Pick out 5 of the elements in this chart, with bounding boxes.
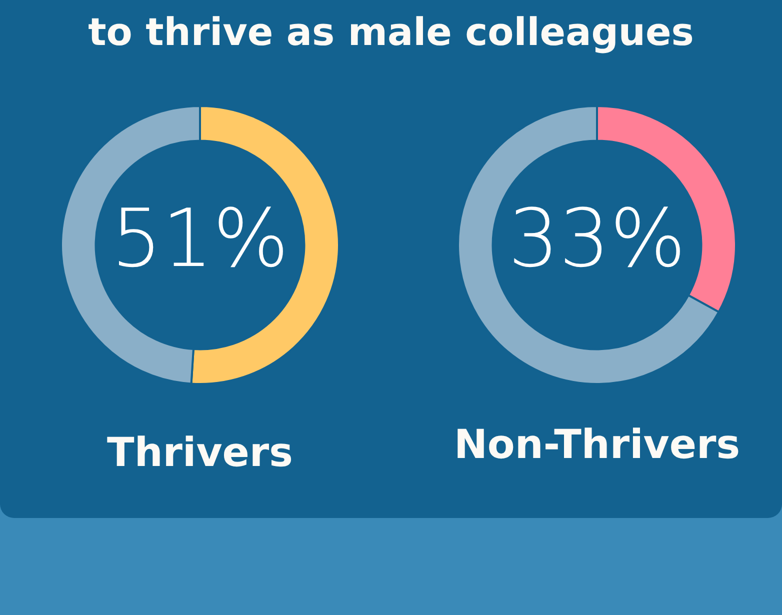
text: to thrive as male colleagues <box>87 10 695 54</box>
text: Thrivers <box>106 430 294 476</box>
text: Non-Thrivers <box>452 422 742 468</box>
text: 51% <box>111 192 289 285</box>
text: 33% <box>508 192 686 285</box>
